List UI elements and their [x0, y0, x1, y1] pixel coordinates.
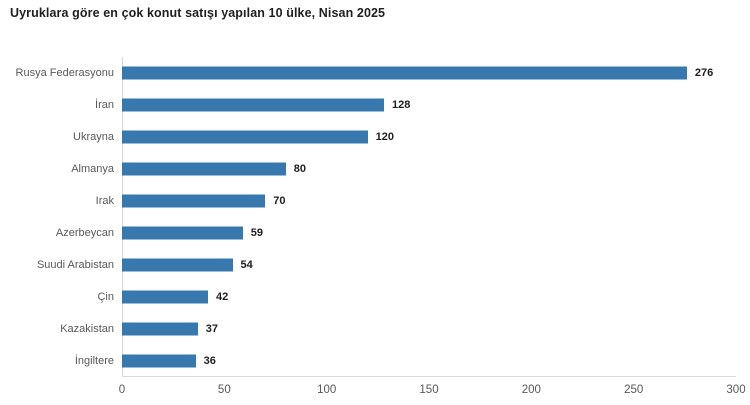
x-tick-label: 150: [419, 384, 439, 396]
category-label: Irak: [95, 195, 114, 207]
bar-row: İngiltere 36: [75, 345, 736, 377]
x-tick-label: 50: [217, 384, 231, 396]
x-tick-label: 300: [726, 384, 746, 396]
category-label: Rusya Federasyonu: [15, 67, 114, 79]
bar: [122, 66, 687, 80]
bar-row: Ukrayna 120: [73, 121, 736, 153]
chart-title: Uyruklara göre en çok konut satışı yapıl…: [10, 6, 386, 20]
bar: [122, 322, 198, 336]
bar-row: Rusya Federasyonu 276: [16, 57, 736, 89]
bar: [122, 258, 233, 272]
x-tick-label: 0: [118, 384, 126, 396]
x-tick-label: 200: [521, 384, 541, 396]
value-label: 276: [694, 67, 714, 79]
value-label: 42: [215, 291, 229, 303]
category-label: İran: [95, 99, 114, 111]
bar: [122, 194, 266, 208]
x-tick-label: 100: [317, 384, 337, 396]
bar: [122, 98, 384, 112]
category-label: İngiltere: [74, 355, 114, 367]
value-label: 120: [375, 131, 394, 143]
category-label: Çin: [97, 291, 114, 303]
plot-area: Rusya Federasyonu 276 İran 128 Ukrayna 120 Alm…: [16, 57, 746, 396]
value-label: 36: [203, 355, 216, 367]
category-label: Ukrayna: [73, 131, 114, 143]
bar-row: Azerbeycan 59: [56, 217, 736, 249]
y-axis-line: [122, 57, 123, 377]
bar-row: Kazakistan 37: [60, 313, 736, 345]
bar-rows: Rusya Federasyonu 276 İran 128 Ukrayna 120 Alm…: [16, 57, 736, 377]
category-label: Kazakistan: [60, 323, 114, 335]
x-axis-line: [122, 376, 736, 377]
bar: [122, 290, 208, 304]
bar-row: Almanya 80: [71, 153, 736, 185]
bar: [122, 354, 196, 368]
bar: [122, 162, 286, 176]
category-label: Azerbeycan: [55, 227, 114, 239]
value-label: 37: [205, 323, 218, 335]
category-label: Almanya: [71, 163, 114, 175]
bar: [122, 226, 243, 240]
value-label: 80: [293, 163, 306, 175]
bar-row: Suudi Arabistan 54: [37, 249, 736, 281]
x-axis-ticks: 0 50 100 150 200 250 300: [118, 377, 746, 401]
value-label: 70: [273, 195, 286, 207]
value-label: 59: [250, 227, 263, 239]
value-label: 54: [240, 259, 253, 271]
value-label: 128: [391, 99, 411, 111]
bar-row: Çin 42: [97, 281, 736, 313]
category-label: Suudi Arabistan: [36, 259, 114, 271]
bar: [122, 130, 368, 144]
bar-row: İran 128: [95, 89, 736, 121]
x-tick-label: 250: [624, 384, 644, 396]
bar-row: Irak 70: [96, 185, 736, 217]
